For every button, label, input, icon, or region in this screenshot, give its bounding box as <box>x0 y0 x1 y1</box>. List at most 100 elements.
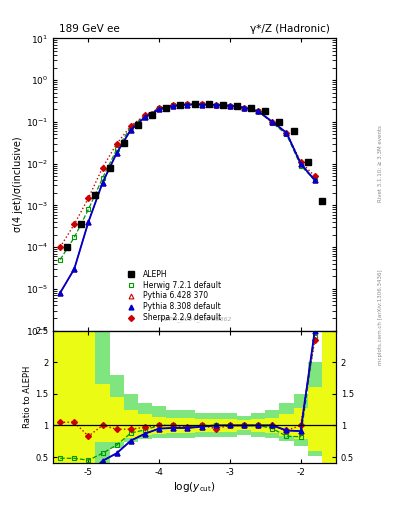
Pythia 6.428 370 <box>72 266 77 272</box>
Text: ALEPH_2004_S5765862: ALEPH_2004_S5765862 <box>157 316 232 322</box>
Pythia 8.308 default <box>185 101 190 108</box>
Pythia 6.428 370 <box>100 180 105 186</box>
ALEPH <box>249 104 253 111</box>
ALEPH <box>65 244 70 250</box>
Pythia 8.308 default <box>86 219 91 225</box>
Sherpa 2.2.9 default <box>72 221 77 227</box>
Pythia 6.428 370 <box>256 108 261 114</box>
Sherpa 2.2.9 default <box>58 244 62 250</box>
ALEPH <box>178 102 183 109</box>
ALEPH <box>220 102 225 108</box>
Sherpa 2.2.9 default <box>185 101 190 108</box>
Pythia 8.308 default <box>242 104 246 111</box>
ALEPH <box>206 101 211 108</box>
X-axis label: log($y_\mathrm{cut}$): log($y_\mathrm{cut}$) <box>173 480 216 494</box>
ALEPH <box>192 101 197 107</box>
Pythia 8.308 default <box>213 102 218 108</box>
Herwig 7.2.1 default <box>157 105 162 112</box>
Herwig 7.2.1 default <box>213 102 218 108</box>
Pythia 8.308 default <box>256 108 261 114</box>
Pythia 8.308 default <box>129 126 133 133</box>
Pythia 8.308 default <box>298 161 303 167</box>
Pythia 8.308 default <box>143 114 147 120</box>
ALEPH <box>235 102 239 109</box>
ALEPH <box>150 112 154 118</box>
Sherpa 2.2.9 default <box>129 123 133 129</box>
Herwig 7.2.1 default <box>143 113 147 119</box>
Sherpa 2.2.9 default <box>100 164 105 170</box>
ALEPH <box>305 159 310 165</box>
Pythia 8.308 default <box>312 177 317 183</box>
Line: Pythia 8.308 default: Pythia 8.308 default <box>58 102 317 295</box>
Pythia 6.428 370 <box>185 101 190 108</box>
Herwig 7.2.1 default <box>58 257 62 263</box>
Text: γ*/Z (Hadronic): γ*/Z (Hadronic) <box>250 24 331 34</box>
Text: Rivet 3.1.10; ≥ 3.3M events: Rivet 3.1.10; ≥ 3.3M events <box>378 125 383 202</box>
ALEPH <box>79 221 84 227</box>
Pythia 6.428 370 <box>157 106 162 112</box>
Pythia 6.428 370 <box>199 101 204 108</box>
Pythia 6.428 370 <box>129 126 133 133</box>
Line: Herwig 7.2.1 default: Herwig 7.2.1 default <box>58 102 317 262</box>
Y-axis label: Ratio to ALEPH: Ratio to ALEPH <box>23 366 32 428</box>
Herwig 7.2.1 default <box>256 108 261 114</box>
Pythia 8.308 default <box>58 290 62 296</box>
Legend: ALEPH, Herwig 7.2.1 default, Pythia 6.428 370, Pythia 8.308 default, Sherpa 2.2.: ALEPH, Herwig 7.2.1 default, Pythia 6.42… <box>121 268 222 324</box>
Sherpa 2.2.9 default <box>157 105 162 112</box>
Sherpa 2.2.9 default <box>143 112 147 118</box>
ALEPH <box>136 122 140 128</box>
ALEPH <box>121 139 126 145</box>
Sherpa 2.2.9 default <box>213 102 218 108</box>
Herwig 7.2.1 default <box>284 132 289 138</box>
Pythia 8.308 default <box>270 119 275 125</box>
Herwig 7.2.1 default <box>100 175 105 181</box>
Pythia 6.428 370 <box>270 119 275 125</box>
Herwig 7.2.1 default <box>114 146 119 153</box>
Pythia 6.428 370 <box>242 104 246 111</box>
Sherpa 2.2.9 default <box>171 102 176 109</box>
Herwig 7.2.1 default <box>185 101 190 108</box>
Sherpa 2.2.9 default <box>298 159 303 165</box>
Pythia 8.308 default <box>171 103 176 109</box>
Sherpa 2.2.9 default <box>86 195 91 201</box>
Sherpa 2.2.9 default <box>256 108 261 114</box>
Herwig 7.2.1 default <box>129 124 133 130</box>
Herwig 7.2.1 default <box>270 120 275 126</box>
Pythia 8.308 default <box>228 102 232 109</box>
Sherpa 2.2.9 default <box>228 102 232 109</box>
Pythia 6.428 370 <box>86 219 91 225</box>
Sherpa 2.2.9 default <box>312 173 317 179</box>
Text: 189 GeV ee: 189 GeV ee <box>59 24 119 34</box>
Text: mcplots.cern.ch [arXiv:1306.3436]: mcplots.cern.ch [arXiv:1306.3436] <box>378 270 383 365</box>
Herwig 7.2.1 default <box>199 101 204 108</box>
ALEPH <box>107 164 112 170</box>
ALEPH <box>263 108 268 114</box>
Pythia 8.308 default <box>199 101 204 108</box>
Herwig 7.2.1 default <box>312 177 317 183</box>
Herwig 7.2.1 default <box>72 234 77 241</box>
Herwig 7.2.1 default <box>86 206 91 212</box>
Sherpa 2.2.9 default <box>114 141 119 147</box>
Y-axis label: σ(4 jet)/σ(inclusive): σ(4 jet)/σ(inclusive) <box>13 137 23 232</box>
Sherpa 2.2.9 default <box>242 104 246 111</box>
ALEPH <box>291 128 296 134</box>
ALEPH <box>164 105 169 112</box>
Pythia 6.428 370 <box>228 102 232 109</box>
ALEPH <box>320 198 324 204</box>
Pythia 6.428 370 <box>298 161 303 167</box>
Pythia 6.428 370 <box>284 130 289 136</box>
Pythia 8.308 default <box>72 266 77 272</box>
Pythia 6.428 370 <box>58 290 62 296</box>
Pythia 6.428 370 <box>213 102 218 108</box>
Pythia 8.308 default <box>157 106 162 112</box>
Pythia 8.308 default <box>114 150 119 156</box>
Pythia 6.428 370 <box>312 177 317 183</box>
Herwig 7.2.1 default <box>228 102 232 109</box>
Herwig 7.2.1 default <box>298 162 303 168</box>
Pythia 8.308 default <box>100 180 105 186</box>
Sherpa 2.2.9 default <box>284 130 289 136</box>
Line: Sherpa 2.2.9 default: Sherpa 2.2.9 default <box>58 102 317 249</box>
Sherpa 2.2.9 default <box>270 119 275 125</box>
Pythia 8.308 default <box>284 130 289 136</box>
Pythia 6.428 370 <box>171 103 176 109</box>
